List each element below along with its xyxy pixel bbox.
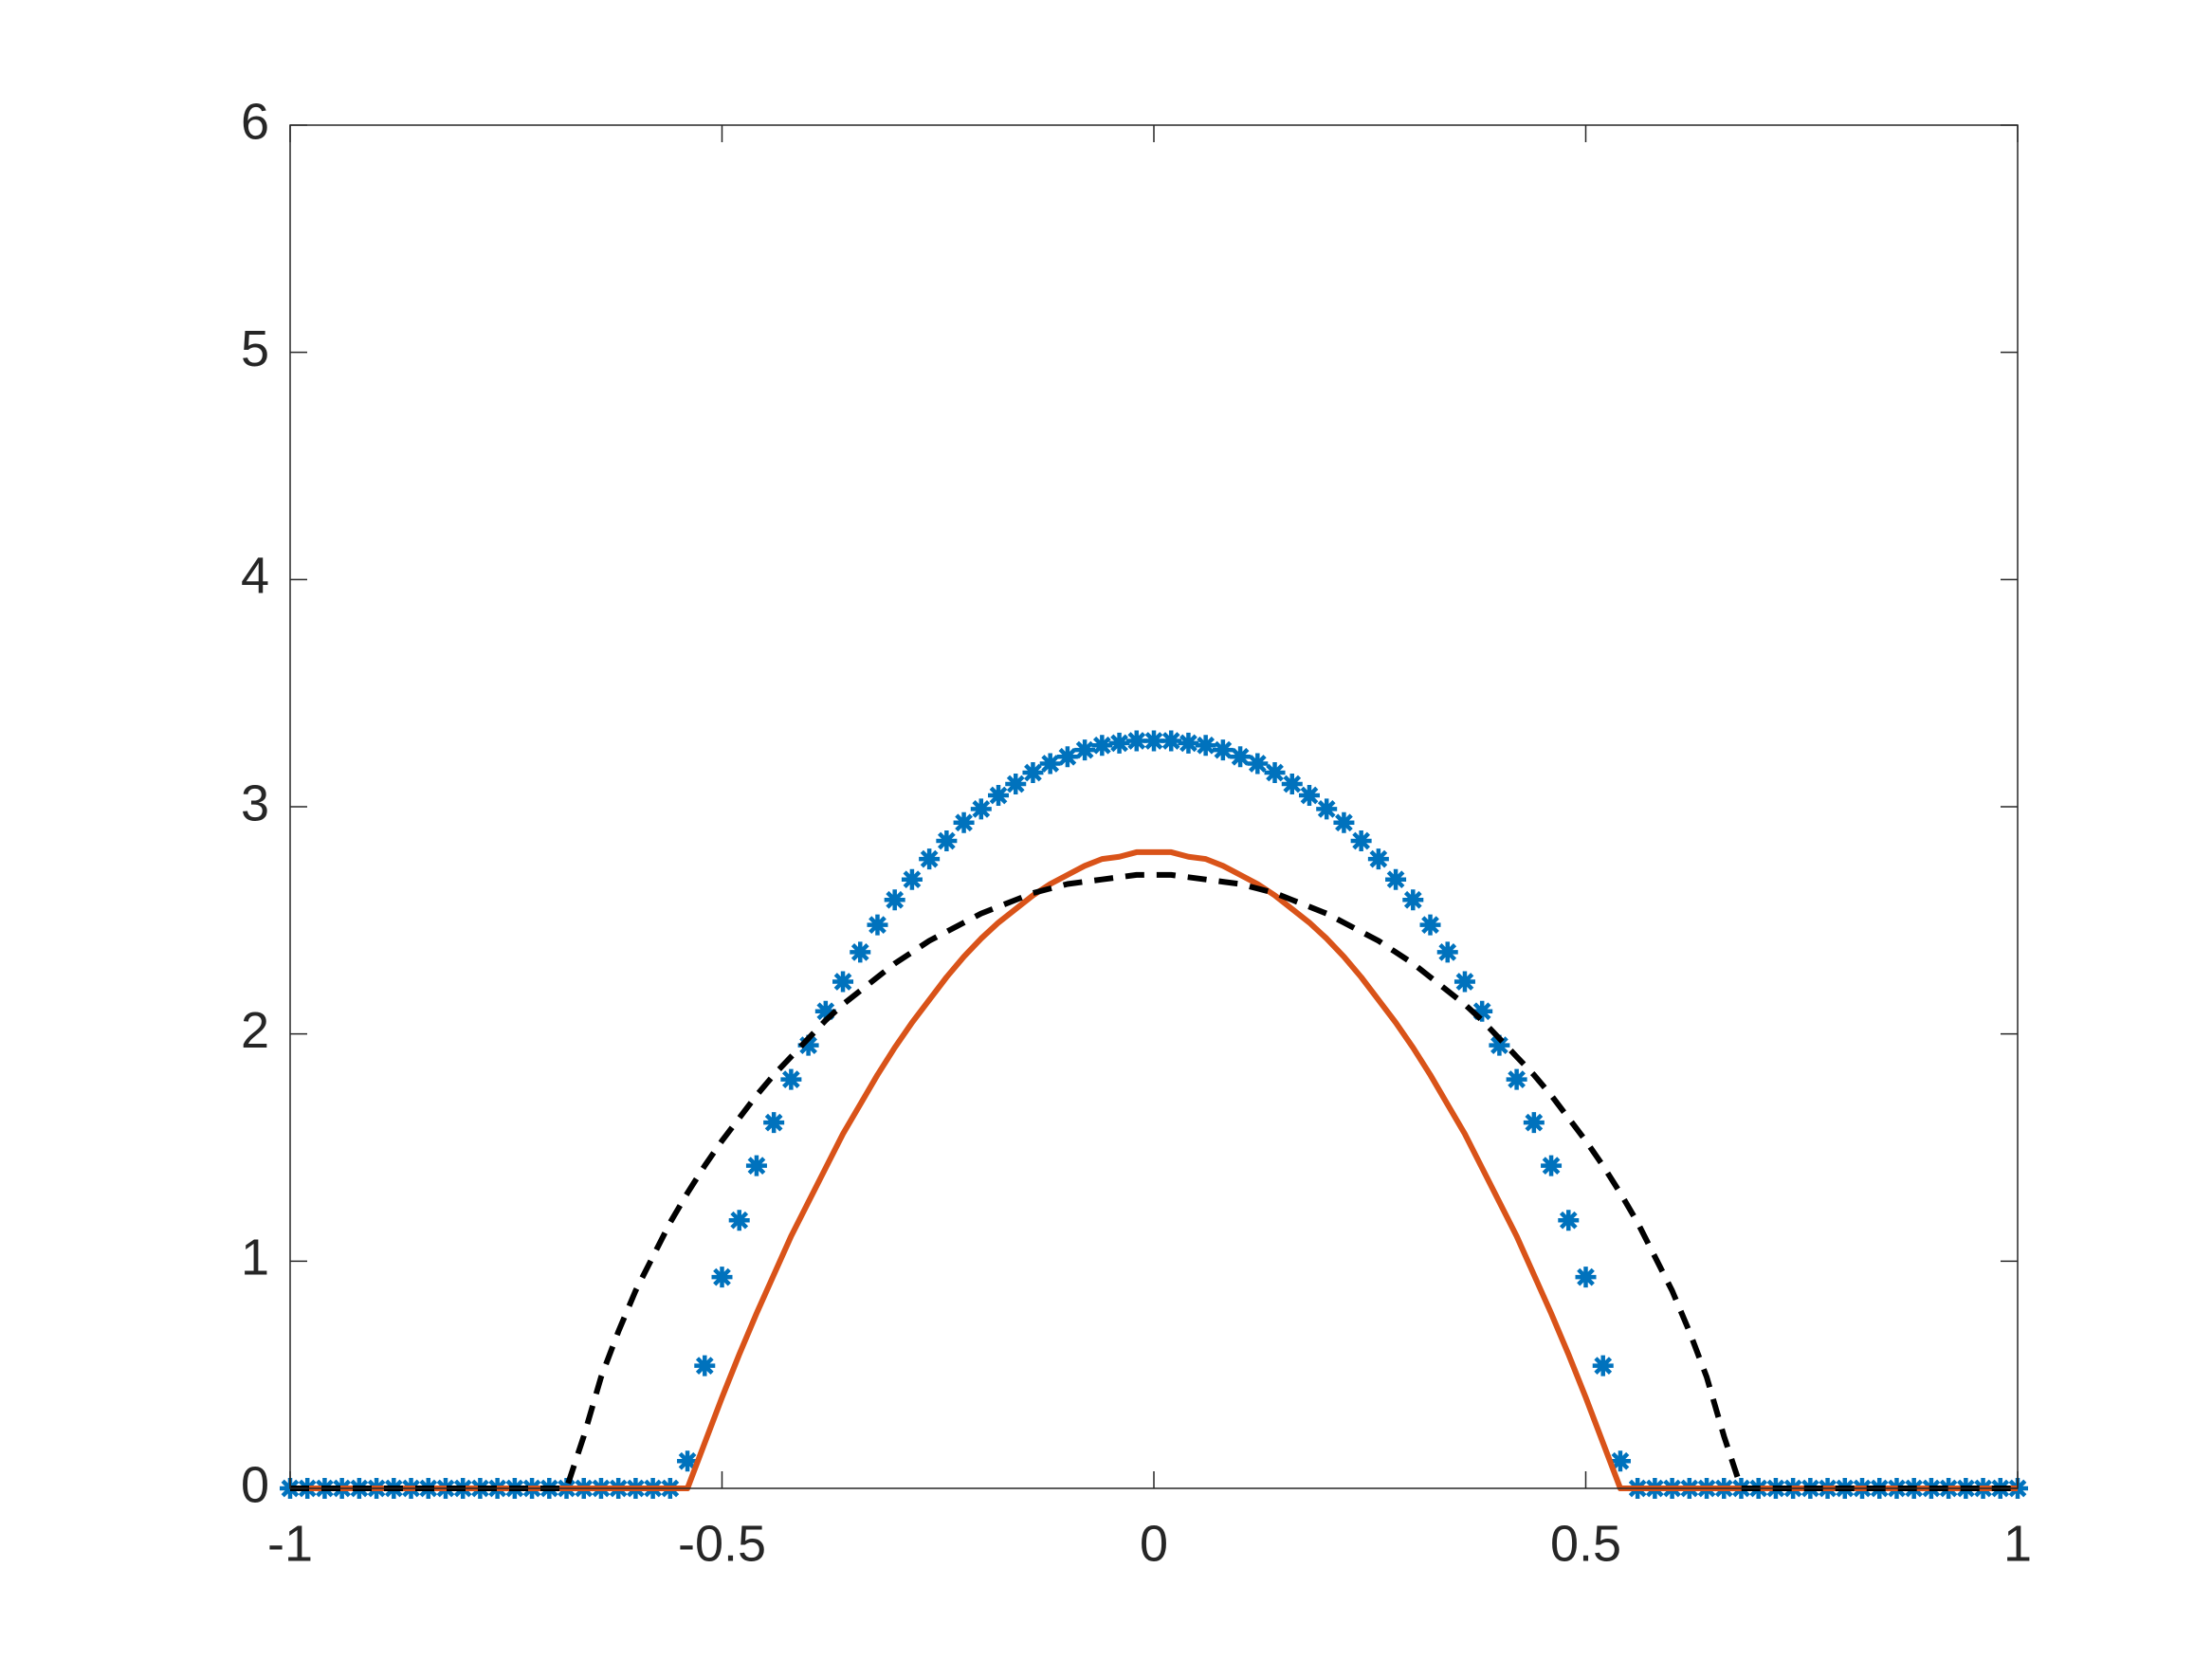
data-marker xyxy=(901,868,923,890)
y-tick-label: 5 xyxy=(241,320,269,377)
data-marker xyxy=(797,1034,819,1056)
y-tick-label: 3 xyxy=(241,775,269,831)
data-marker xyxy=(1489,1034,1510,1056)
y-tick-label: 4 xyxy=(241,548,269,605)
data-marker xyxy=(988,785,1010,807)
data-marker xyxy=(1436,941,1458,963)
data-marker xyxy=(1453,971,1475,993)
data-marker xyxy=(884,889,905,911)
data-marker xyxy=(1281,774,1303,795)
data-marker xyxy=(1541,1155,1563,1176)
x-tick-label: 0 xyxy=(1140,1515,1168,1572)
data-marker xyxy=(745,1155,767,1176)
data-marker xyxy=(1039,753,1061,775)
data-marker xyxy=(1161,730,1182,752)
data-marker xyxy=(1056,746,1078,768)
data-marker xyxy=(677,1450,699,1472)
data-marker xyxy=(1005,774,1027,795)
data-marker xyxy=(1385,868,1407,890)
x-tick-label: -0.5 xyxy=(678,1515,766,1572)
data-marker xyxy=(850,941,871,963)
y-tick-label: 0 xyxy=(241,1456,269,1513)
data-marker xyxy=(763,1112,785,1134)
data-marker xyxy=(1074,739,1096,761)
data-marker xyxy=(1523,1112,1545,1134)
y-tick-label: 1 xyxy=(241,1230,269,1286)
data-marker xyxy=(814,1000,836,1022)
y-tick-label: 2 xyxy=(241,1002,269,1059)
data-marker xyxy=(1143,730,1164,752)
data-marker xyxy=(1367,848,1389,870)
data-marker xyxy=(970,798,992,820)
data-marker xyxy=(1178,732,1199,754)
data-marker xyxy=(1125,730,1147,752)
data-marker xyxy=(1558,1210,1580,1231)
x-tick-label: 1 xyxy=(2003,1515,2032,1572)
data-marker xyxy=(1419,914,1441,936)
data-marker xyxy=(1575,1267,1597,1288)
data-marker xyxy=(1091,735,1113,757)
x-tick-label: 0.5 xyxy=(1550,1515,1621,1572)
data-marker xyxy=(1333,811,1355,833)
data-marker xyxy=(711,1267,733,1288)
y-tick-label: 6 xyxy=(241,93,269,150)
data-marker xyxy=(953,811,975,833)
x-tick-label: -1 xyxy=(267,1515,313,1572)
data-marker xyxy=(694,1355,716,1376)
data-marker xyxy=(1195,735,1216,757)
data-marker xyxy=(1108,732,1130,754)
data-marker xyxy=(1230,746,1252,768)
data-marker xyxy=(1298,785,1320,807)
data-marker xyxy=(1350,830,1372,851)
data-marker xyxy=(832,971,854,993)
data-marker xyxy=(1316,798,1338,820)
data-marker xyxy=(1212,739,1234,761)
data-marker xyxy=(1264,762,1286,784)
data-marker xyxy=(1592,1355,1614,1376)
data-marker xyxy=(867,914,888,936)
series-line xyxy=(290,871,2018,1491)
plot-area xyxy=(290,125,2018,1488)
data-marker xyxy=(1022,762,1044,784)
data-marker xyxy=(780,1068,802,1090)
data-marker xyxy=(1609,1450,1631,1472)
data-marker xyxy=(1472,1000,1493,1022)
data-marker xyxy=(728,1210,750,1231)
data-marker xyxy=(1247,753,1269,775)
data-marker xyxy=(1506,1068,1527,1090)
data-marker xyxy=(1402,889,1424,911)
data-marker xyxy=(936,830,958,851)
data-marker xyxy=(919,848,941,870)
